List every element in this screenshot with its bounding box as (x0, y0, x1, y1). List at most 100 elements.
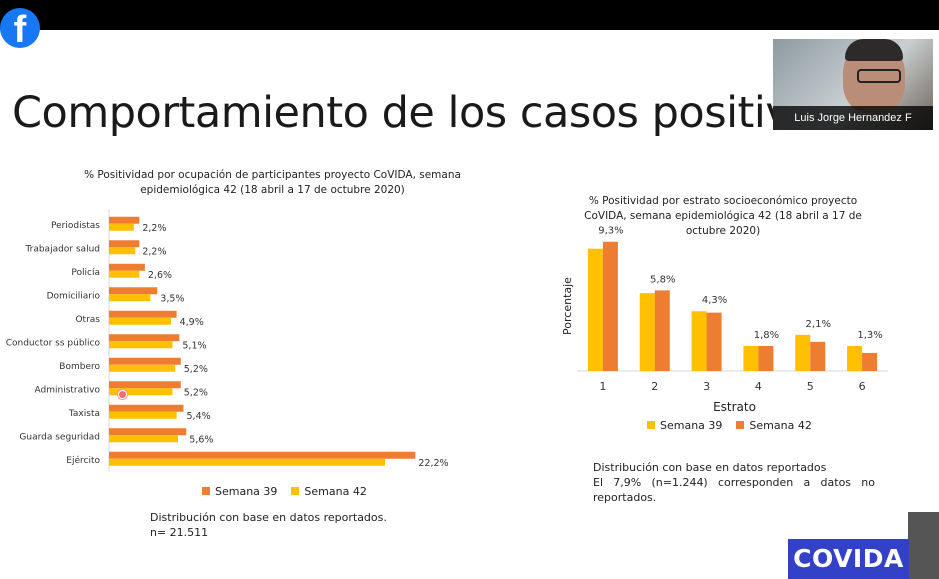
bar-semana-42 (602, 241, 618, 371)
bar-semana-39 (109, 388, 173, 396)
bar-semana-42 (109, 404, 184, 412)
bar-semana-39 (847, 345, 863, 371)
bar-semana-42 (810, 341, 826, 371)
bar-semana-42 (109, 240, 140, 248)
bar-semana-39 (639, 293, 655, 371)
note-line: reportados. (593, 491, 657, 504)
data-label: 2,2% (142, 223, 166, 234)
bar-semana-39 (691, 311, 707, 371)
x-axis-label: Estrato (713, 400, 756, 414)
category-label: Bombero (59, 362, 100, 372)
category-label: Taxista (68, 409, 100, 419)
chart-occupation-legend: Semana 39 Semana 42 (202, 485, 367, 498)
bar-semana-42 (109, 428, 187, 436)
bar-semana-39 (587, 248, 603, 371)
bar-semana-39 (109, 364, 176, 372)
gray-panel (908, 512, 939, 579)
covida-logo: COVIDA (788, 539, 909, 579)
bar-semana-42 (109, 287, 158, 295)
note-line: Distribución con base en datos reportado… (150, 511, 387, 524)
chart-estrato-title: % Positividad por estrato socioeconómico… (584, 195, 862, 237)
bar-semana-42 (109, 216, 140, 224)
category-label: 3 (703, 380, 710, 393)
category-label: Conductor ss público (6, 338, 101, 348)
data-label: 5,1% (182, 340, 206, 351)
glasses-icon (857, 69, 901, 83)
bar-semana-42 (109, 310, 177, 318)
legend-swatch-semana-39 (291, 487, 300, 495)
y-axis-label: Porcentaje (561, 277, 574, 335)
bar-semana-39 (109, 270, 140, 278)
data-label: 2,6% (148, 270, 172, 281)
bar-semana-42 (109, 451, 416, 459)
note-line: n= 21.511 (150, 526, 209, 539)
category-label: 1 (599, 380, 606, 393)
data-label: 2,1% (806, 319, 831, 330)
chart-occupation-note: Distribución con base en datos reportado… (150, 510, 387, 540)
category-label: Otras (75, 315, 100, 325)
category-label: 6 (859, 380, 866, 393)
category-label: Ejército (66, 455, 100, 466)
bar-semana-39 (109, 223, 134, 231)
legend-label-semana-42: Semana 42 (749, 419, 812, 432)
category-label: Guarda seguridad (19, 432, 100, 442)
bar-semana-39 (109, 294, 151, 302)
data-label: 9,3% (598, 226, 623, 237)
category-label: Trabajador salud (24, 244, 100, 254)
bar-semana-42 (109, 381, 181, 389)
legend-label-semana-42: Semana 42 (304, 485, 367, 498)
category-label: 2 (651, 380, 658, 393)
bar-semana-39 (109, 411, 177, 419)
data-label: 2,2% (142, 246, 166, 257)
data-label: 5,4% (187, 411, 211, 422)
legend-label-semana-39: Semana 39 (215, 485, 278, 498)
top-bar (0, 0, 939, 30)
bar-semana-39 (109, 458, 385, 466)
data-label: 4,9% (180, 317, 204, 328)
bar-semana-42 (109, 357, 181, 365)
data-label: 4,3% (702, 295, 727, 306)
legend-swatch-semana-39 (647, 421, 655, 429)
bar-semana-39 (109, 247, 136, 255)
category-label: Periodistas (51, 221, 100, 231)
data-label: 22,2% (418, 458, 448, 469)
bar-semana-39 (795, 334, 811, 371)
bar-semana-39 (109, 317, 172, 325)
chart-estrato-note: Distribución con base en datos reportado… (593, 460, 875, 505)
bar-semana-42 (758, 345, 774, 371)
pointer-dot (118, 390, 127, 399)
data-label: 5,8% (650, 274, 675, 285)
chart-occupation-title: % Positividad por ocupación de participa… (84, 169, 461, 196)
chart-estrato-legend: Semana 39 Semana 42 (647, 419, 812, 432)
note-line: Distribución con base en datos reportado… (593, 461, 827, 474)
category-label: Administrativo (35, 385, 101, 395)
category-label: 4 (755, 380, 762, 393)
category-label: Domiciliario (47, 291, 101, 301)
bar-semana-42 (109, 263, 145, 271)
legend-swatch-semana-42 (736, 421, 745, 429)
presenter-name: Luis Jorge Hernandez F (773, 106, 933, 130)
data-label: 5,2% (184, 387, 208, 398)
data-label: 5,2% (184, 364, 208, 375)
legend-label-semana-39: Semana 39 (660, 419, 723, 432)
bar-semana-39 (109, 341, 173, 349)
bar-semana-39 (109, 435, 178, 443)
note-line: El 7,9% (n=1.244) corresponden a datos n… (593, 476, 875, 489)
bar-semana-42 (654, 290, 670, 371)
data-label: 1,3% (857, 330, 882, 341)
presenter-video[interactable]: Luis Jorge Hernandez F (773, 39, 933, 130)
bar-semana-39 (743, 345, 759, 371)
presenter-hair (845, 39, 903, 61)
data-label: 1,8% (754, 330, 779, 341)
bar-semana-42 (706, 312, 722, 371)
bar-semana-42 (109, 334, 180, 342)
category-label: 5 (807, 380, 814, 393)
legend-swatch-semana-42 (202, 487, 210, 495)
slide-title: Comportamiento de los casos positivos (12, 88, 839, 138)
category-label: Policía (71, 268, 100, 278)
facebook-icon[interactable]: f (0, 8, 40, 48)
bar-semana-42 (862, 352, 878, 371)
data-label: 3,5% (160, 293, 184, 304)
